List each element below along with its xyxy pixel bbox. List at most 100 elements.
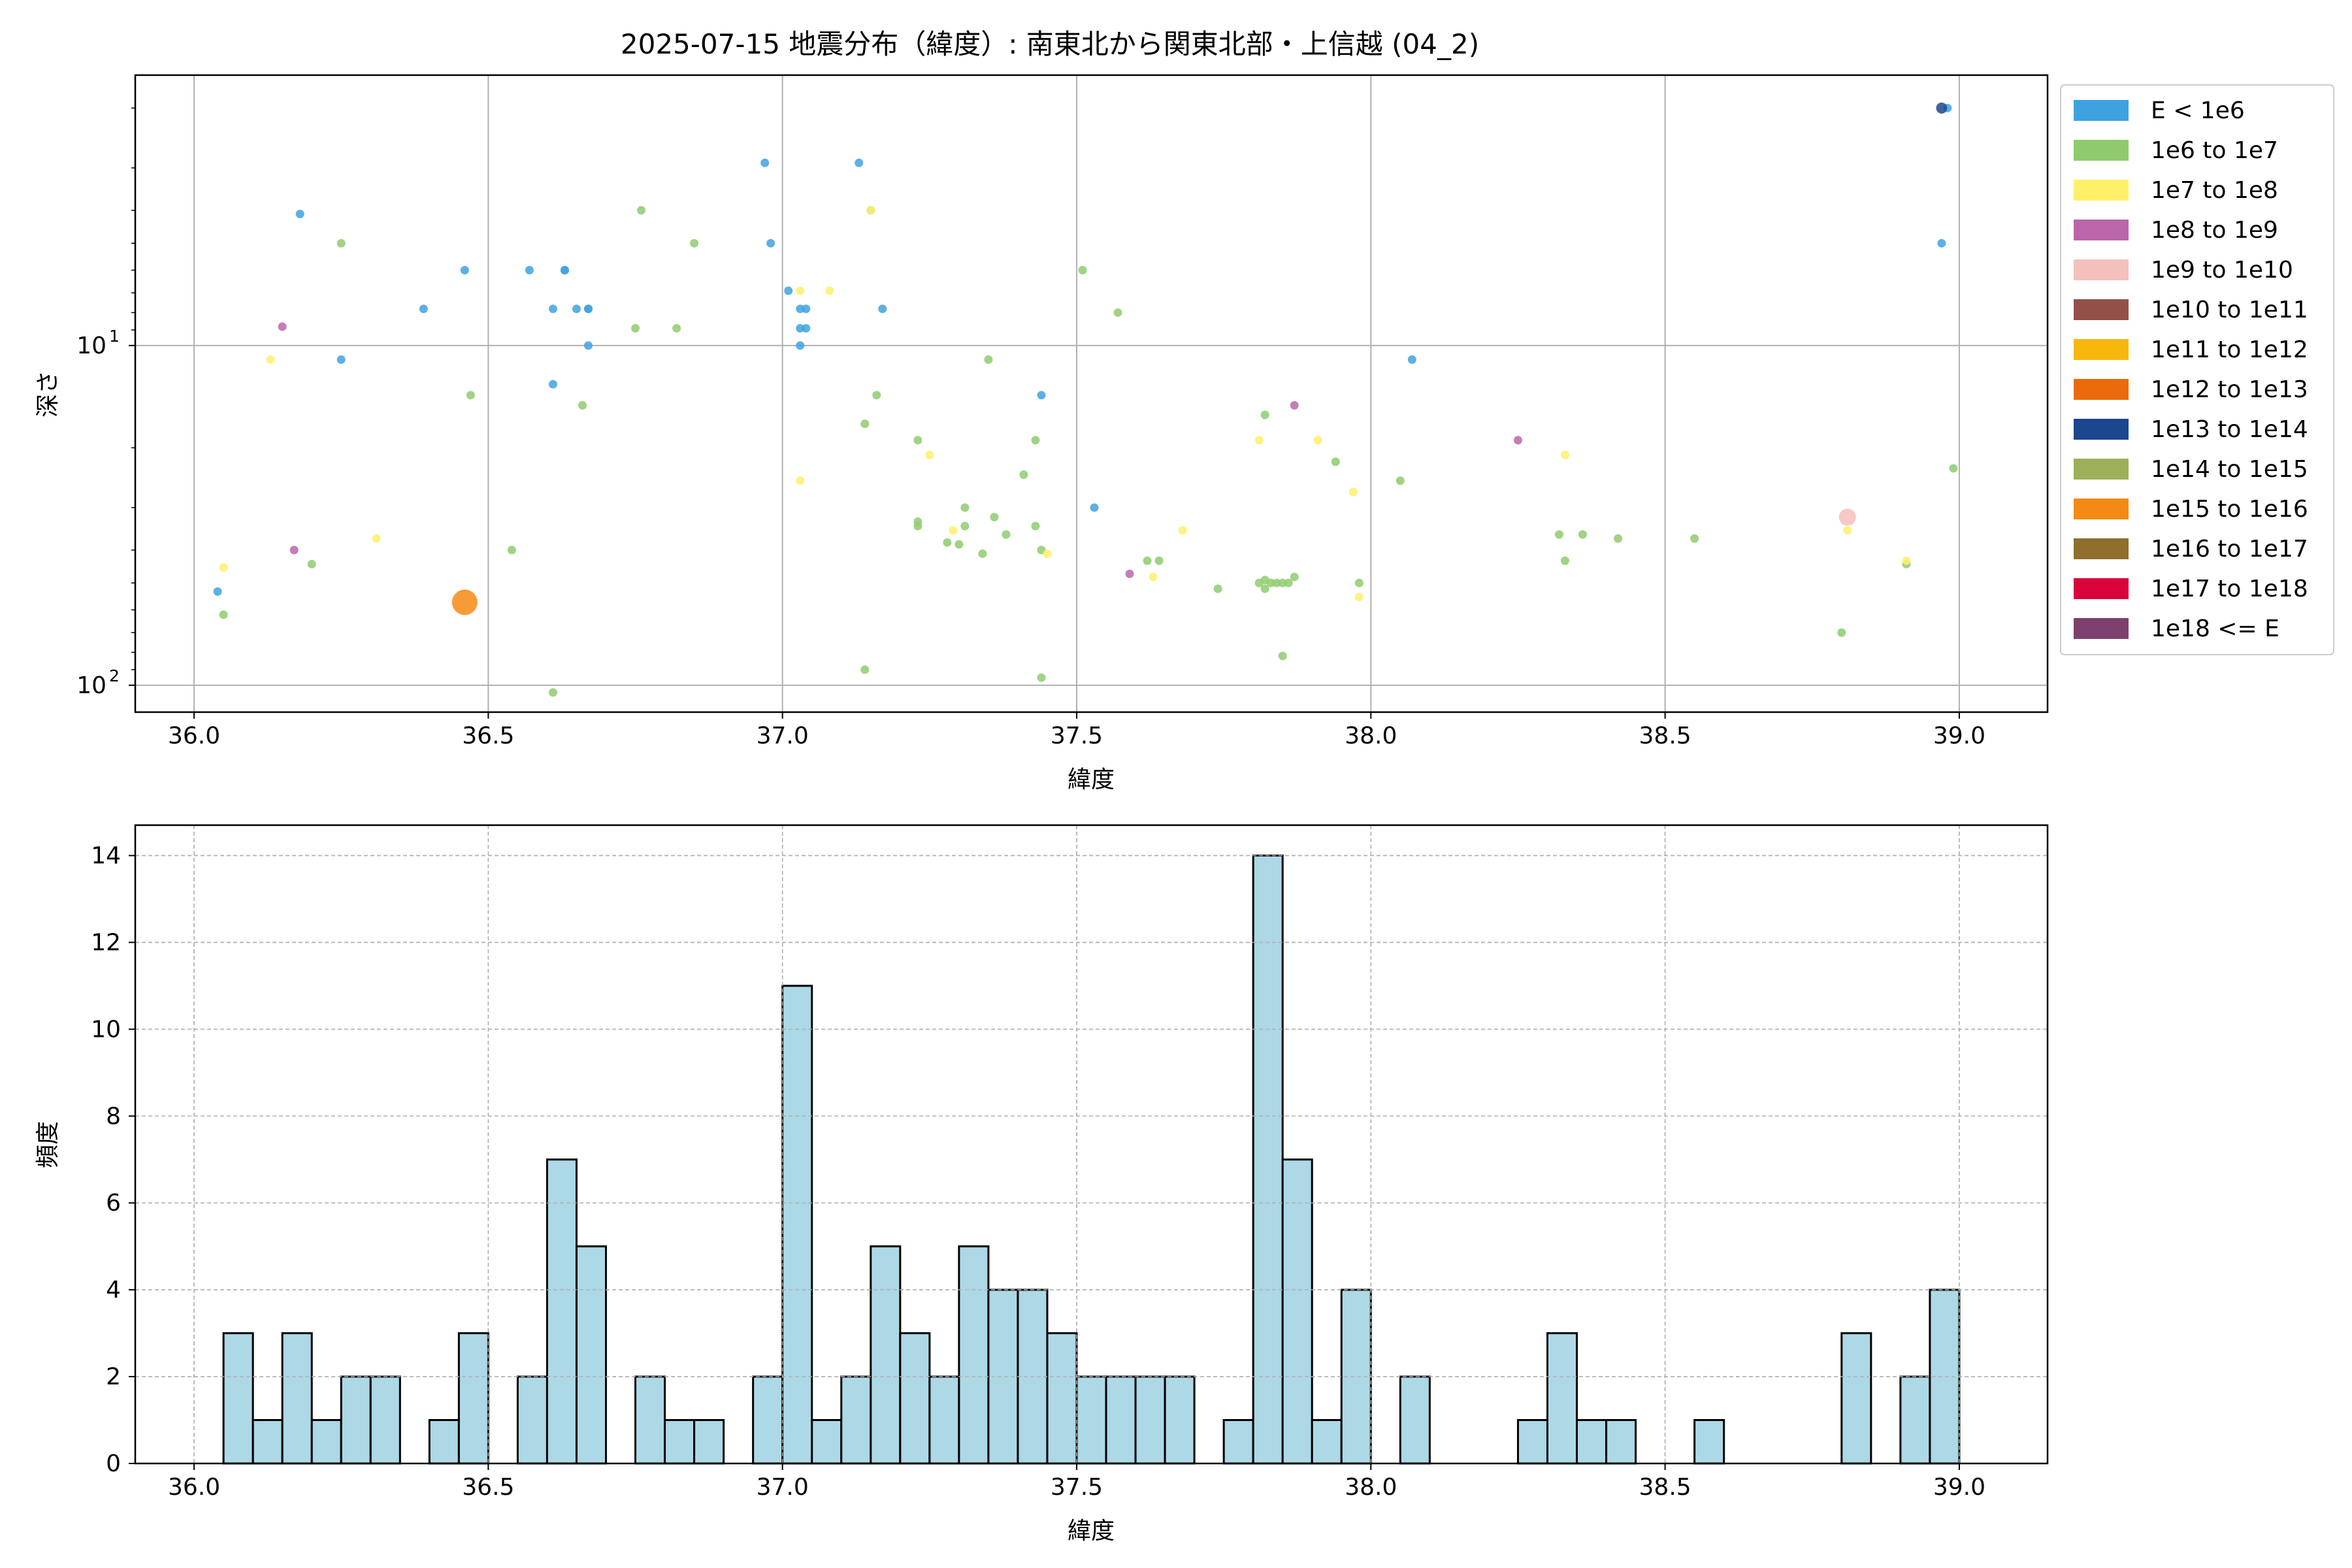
histogram-bar bbox=[457, 1332, 489, 1465]
scatter-point bbox=[1396, 476, 1405, 485]
legend-entry-label: 1e15 to 1e16 bbox=[2151, 496, 2308, 523]
scatter-point bbox=[631, 324, 640, 333]
scatter-point bbox=[295, 209, 304, 218]
histogram-bar bbox=[310, 1419, 342, 1465]
scatter-point bbox=[766, 238, 776, 248]
histogram-bar bbox=[252, 1419, 284, 1465]
histogram-y-tick-label: 0 bbox=[106, 1450, 121, 1477]
histogram-x-tick-label: 38.0 bbox=[1345, 1474, 1397, 1501]
histogram-y-tick-label: 14 bbox=[91, 843, 121, 870]
scatter-point bbox=[866, 206, 875, 215]
histogram-y-tick-label: 8 bbox=[106, 1103, 121, 1130]
scatter-point bbox=[1837, 628, 1846, 637]
histogram-bar bbox=[1105, 1375, 1137, 1465]
histogram-bar bbox=[516, 1375, 548, 1465]
scatter-axes-frame bbox=[134, 74, 2049, 713]
scatter-point bbox=[1154, 556, 1164, 565]
scatter-point bbox=[960, 503, 970, 512]
scatter-point bbox=[672, 324, 681, 333]
scatter-x-tick-label: 37.5 bbox=[1051, 723, 1103, 749]
scatter-point bbox=[1260, 410, 1269, 419]
scatter-point bbox=[878, 304, 887, 314]
histogram-bar bbox=[870, 1245, 902, 1465]
legend-entry-label: 1e11 to 1e12 bbox=[2151, 336, 2308, 363]
scatter-point bbox=[1278, 578, 1287, 587]
scatter-point bbox=[278, 322, 287, 331]
scatter-point bbox=[955, 540, 964, 549]
histogram-bar bbox=[1046, 1332, 1078, 1465]
histogram-bar bbox=[1222, 1419, 1254, 1465]
scatter-point bbox=[1843, 526, 1852, 535]
legend-swatch bbox=[2074, 379, 2129, 400]
legend-swatch bbox=[2074, 459, 2129, 480]
scatter-point bbox=[1019, 470, 1028, 480]
histogram-bar bbox=[811, 1419, 843, 1465]
legend-swatch bbox=[2074, 419, 2129, 440]
scatter-point bbox=[860, 419, 870, 429]
histogram-y-tick-label: 6 bbox=[106, 1190, 121, 1217]
scatter-point bbox=[1254, 436, 1264, 445]
scatter-point bbox=[1284, 578, 1293, 587]
legend-entry-label: 1e14 to 1e15 bbox=[2151, 456, 2308, 483]
scatter-point bbox=[507, 546, 516, 555]
legend-entry-label: 1e6 to 1e7 bbox=[2151, 137, 2278, 164]
scatter-point bbox=[978, 549, 987, 558]
scatter-point bbox=[219, 610, 228, 619]
scatter-point bbox=[637, 206, 646, 215]
legend-swatch bbox=[2074, 259, 2129, 280]
scatter-point bbox=[1031, 436, 1040, 445]
legend-swatch bbox=[2074, 140, 2129, 161]
histogram-axes-frame bbox=[134, 824, 2049, 1465]
legend-entry-label: 1e10 to 1e11 bbox=[2151, 297, 2308, 323]
histogram-bar bbox=[222, 1332, 254, 1465]
scatter-point bbox=[1037, 673, 1046, 682]
scatter-point bbox=[266, 355, 275, 364]
scatter-point bbox=[802, 304, 811, 314]
scatter-point bbox=[1578, 530, 1588, 539]
histogram-bar bbox=[1075, 1375, 1107, 1465]
histogram-x-tick-label: 37.0 bbox=[757, 1474, 809, 1501]
scatter-y-tick-exponent: 2 bbox=[109, 666, 120, 685]
scatter-point bbox=[1266, 578, 1275, 587]
scatter-point bbox=[1354, 578, 1364, 587]
scatter-x-tick-label: 39.0 bbox=[1933, 723, 1985, 749]
scatter-point bbox=[1949, 464, 1958, 473]
scatter-point bbox=[1149, 572, 1158, 581]
histogram-bar bbox=[1164, 1375, 1196, 1465]
histogram-x-tick-label: 36.0 bbox=[168, 1474, 220, 1501]
legend-entry-label: 1e12 to 1e13 bbox=[2151, 376, 2308, 403]
histogram-y-tick-label: 12 bbox=[91, 929, 121, 956]
scatter-point bbox=[1260, 584, 1269, 593]
scatter-point bbox=[1690, 534, 1699, 543]
scatter-point bbox=[1125, 569, 1134, 578]
scatter-panel: 2025-07-15 地震分布（緯度）: 南東北から関東北部・上信越 (04_2… bbox=[35, 28, 2334, 793]
histogram-x-tick-label: 39.0 bbox=[1933, 1474, 1985, 1501]
histogram-bar bbox=[1281, 1158, 1313, 1465]
scatter-x-label: 緯度 bbox=[1068, 766, 1115, 793]
scatter-point bbox=[1090, 503, 1099, 512]
scatter-point bbox=[1838, 508, 1856, 526]
histogram-bar bbox=[899, 1332, 931, 1465]
scatter-point bbox=[1560, 450, 1569, 459]
scatter-point bbox=[1554, 530, 1563, 539]
legend-swatch bbox=[2074, 618, 2129, 639]
scatter-point bbox=[796, 286, 805, 295]
histogram-y-ticks: 0 2 4 6 8 10 12 14 bbox=[91, 843, 135, 1477]
scatter-point bbox=[578, 400, 587, 410]
scatter-point bbox=[1513, 436, 1522, 445]
scatter-x-tick-label: 38.0 bbox=[1345, 723, 1397, 749]
histogram-bar bbox=[958, 1245, 990, 1465]
scatter-point bbox=[802, 324, 811, 333]
legend-entry-label: 1e7 to 1e8 bbox=[2151, 177, 2278, 204]
histogram-bar bbox=[1899, 1375, 1931, 1465]
scatter-point bbox=[1614, 534, 1623, 543]
scatter-point bbox=[548, 304, 557, 314]
histogram-bar bbox=[340, 1375, 372, 1465]
legend-swatch bbox=[2074, 498, 2129, 519]
scatter-point bbox=[1002, 530, 1011, 539]
scatter-point bbox=[913, 521, 923, 531]
histogram-bar bbox=[1576, 1419, 1608, 1465]
histogram-bar bbox=[1605, 1419, 1637, 1465]
histogram-y-tick-label: 4 bbox=[106, 1277, 121, 1303]
